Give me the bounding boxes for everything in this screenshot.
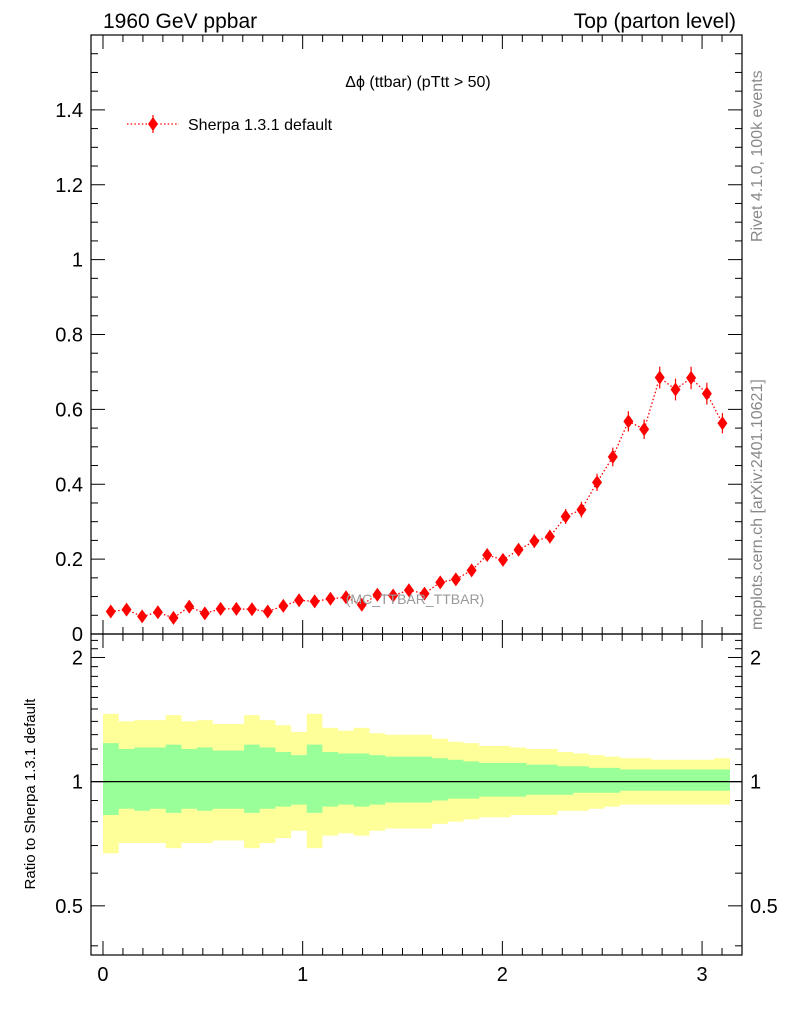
data-point xyxy=(278,598,289,613)
data-point xyxy=(325,591,336,606)
data-point xyxy=(388,588,399,603)
ratio-frame xyxy=(90,633,743,956)
x-tick-label: 1 xyxy=(297,964,308,986)
data-point xyxy=(262,604,273,619)
ratio-y-tick-label: 2 xyxy=(72,647,83,669)
data-point xyxy=(497,552,508,567)
data-point xyxy=(356,597,367,612)
data-point xyxy=(246,602,257,617)
main-plot-area xyxy=(105,366,728,625)
y-tick-label: 0 xyxy=(72,624,83,646)
legend: Sherpa 1.3.1 default xyxy=(127,115,333,134)
ratio-band-1sigma xyxy=(103,743,730,815)
data-point xyxy=(137,609,148,624)
data-point xyxy=(529,534,540,549)
y-tick-label: 0.4 xyxy=(55,474,83,496)
data-point xyxy=(403,583,414,598)
data-point xyxy=(435,575,446,590)
legend-marker xyxy=(148,117,158,131)
ratio-y-tick-label: 0.5 xyxy=(55,896,83,918)
main-title: Δϕ (ttbar) (pTtt > 50) xyxy=(345,74,490,91)
legend-label: Sherpa 1.3.1 default xyxy=(188,117,333,134)
data-point xyxy=(231,601,242,616)
data-point xyxy=(294,593,305,608)
y-tick-label: 1 xyxy=(72,250,83,272)
main-y-axis: 0 0.2 0.4 0.6 0.8 1 1.2 1.4 xyxy=(55,53,742,646)
data-point xyxy=(466,563,477,578)
data-point xyxy=(215,601,226,616)
data-point xyxy=(184,599,195,614)
data-point xyxy=(560,509,571,524)
data-point xyxy=(717,416,728,431)
ratio-y-tick-label-right: 2 xyxy=(750,647,761,669)
data-point xyxy=(607,449,618,464)
main-x-axis xyxy=(102,35,723,634)
header-left-label: 1960 GeV ppbar xyxy=(103,10,257,33)
ratio-plot-area xyxy=(91,713,742,854)
y-tick-label: 1.4 xyxy=(55,100,83,122)
data-point xyxy=(199,606,210,621)
data-point xyxy=(482,548,493,563)
ratio-x-axis: 0 1 2 3 xyxy=(97,634,723,986)
data-point xyxy=(450,572,461,587)
ratio-y-tick-label: 1 xyxy=(72,772,83,794)
data-point xyxy=(686,370,697,385)
ratio-ylabel: Ratio to Sherpa 1.3.1 default xyxy=(22,698,39,890)
data-point xyxy=(670,382,681,397)
data-point xyxy=(419,586,430,601)
x-tick-label: 3 xyxy=(696,964,707,986)
data-point xyxy=(576,502,587,517)
data-point xyxy=(513,542,524,557)
data-point xyxy=(623,414,634,429)
data-point xyxy=(544,529,555,544)
data-point xyxy=(121,602,132,617)
x-tick-label: 2 xyxy=(497,964,508,986)
ratio-y-axis: 0.5 0.5 1 1 2 2 xyxy=(55,639,778,947)
data-point xyxy=(309,594,320,609)
data-point xyxy=(341,590,352,605)
data-point xyxy=(654,370,665,385)
main-panel: 0 0.2 0.4 0.6 0.8 1 1.2 1.4 Δϕ (ttbar) (pTtt > … xyxy=(55,34,743,646)
y-tick-label: 1.2 xyxy=(55,175,83,197)
data-point xyxy=(152,605,163,620)
rivet-label: Rivet 4.1.0, 100k events xyxy=(749,70,766,242)
series-line xyxy=(110,376,723,619)
watermark-label: (MC_TTBAR_TTBAR) xyxy=(346,591,484,607)
data-point xyxy=(168,610,179,625)
data-point xyxy=(105,604,116,619)
ratio-panel: 0.5 0.5 1 1 2 2 0 1 2 3 Ratio to Sherpa 1.3.1 de… xyxy=(22,633,778,986)
ratio-y-tick-label-right: 1 xyxy=(750,772,761,794)
mcplots-label: mcplots.cern.ch [arXiv:2401.10621] xyxy=(749,379,766,630)
data-point xyxy=(372,587,383,602)
y-tick-label: 0.8 xyxy=(55,325,83,347)
data-point xyxy=(592,475,603,490)
ratio-y-tick-label-right: 0.5 xyxy=(750,896,778,918)
header-right-label: Top (parton level) xyxy=(574,10,736,33)
x-tick-label: 0 xyxy=(97,964,108,986)
y-tick-label: 0.6 xyxy=(55,399,83,421)
data-point xyxy=(639,422,650,437)
data-point xyxy=(701,386,712,401)
y-tick-label: 0.2 xyxy=(55,549,83,571)
